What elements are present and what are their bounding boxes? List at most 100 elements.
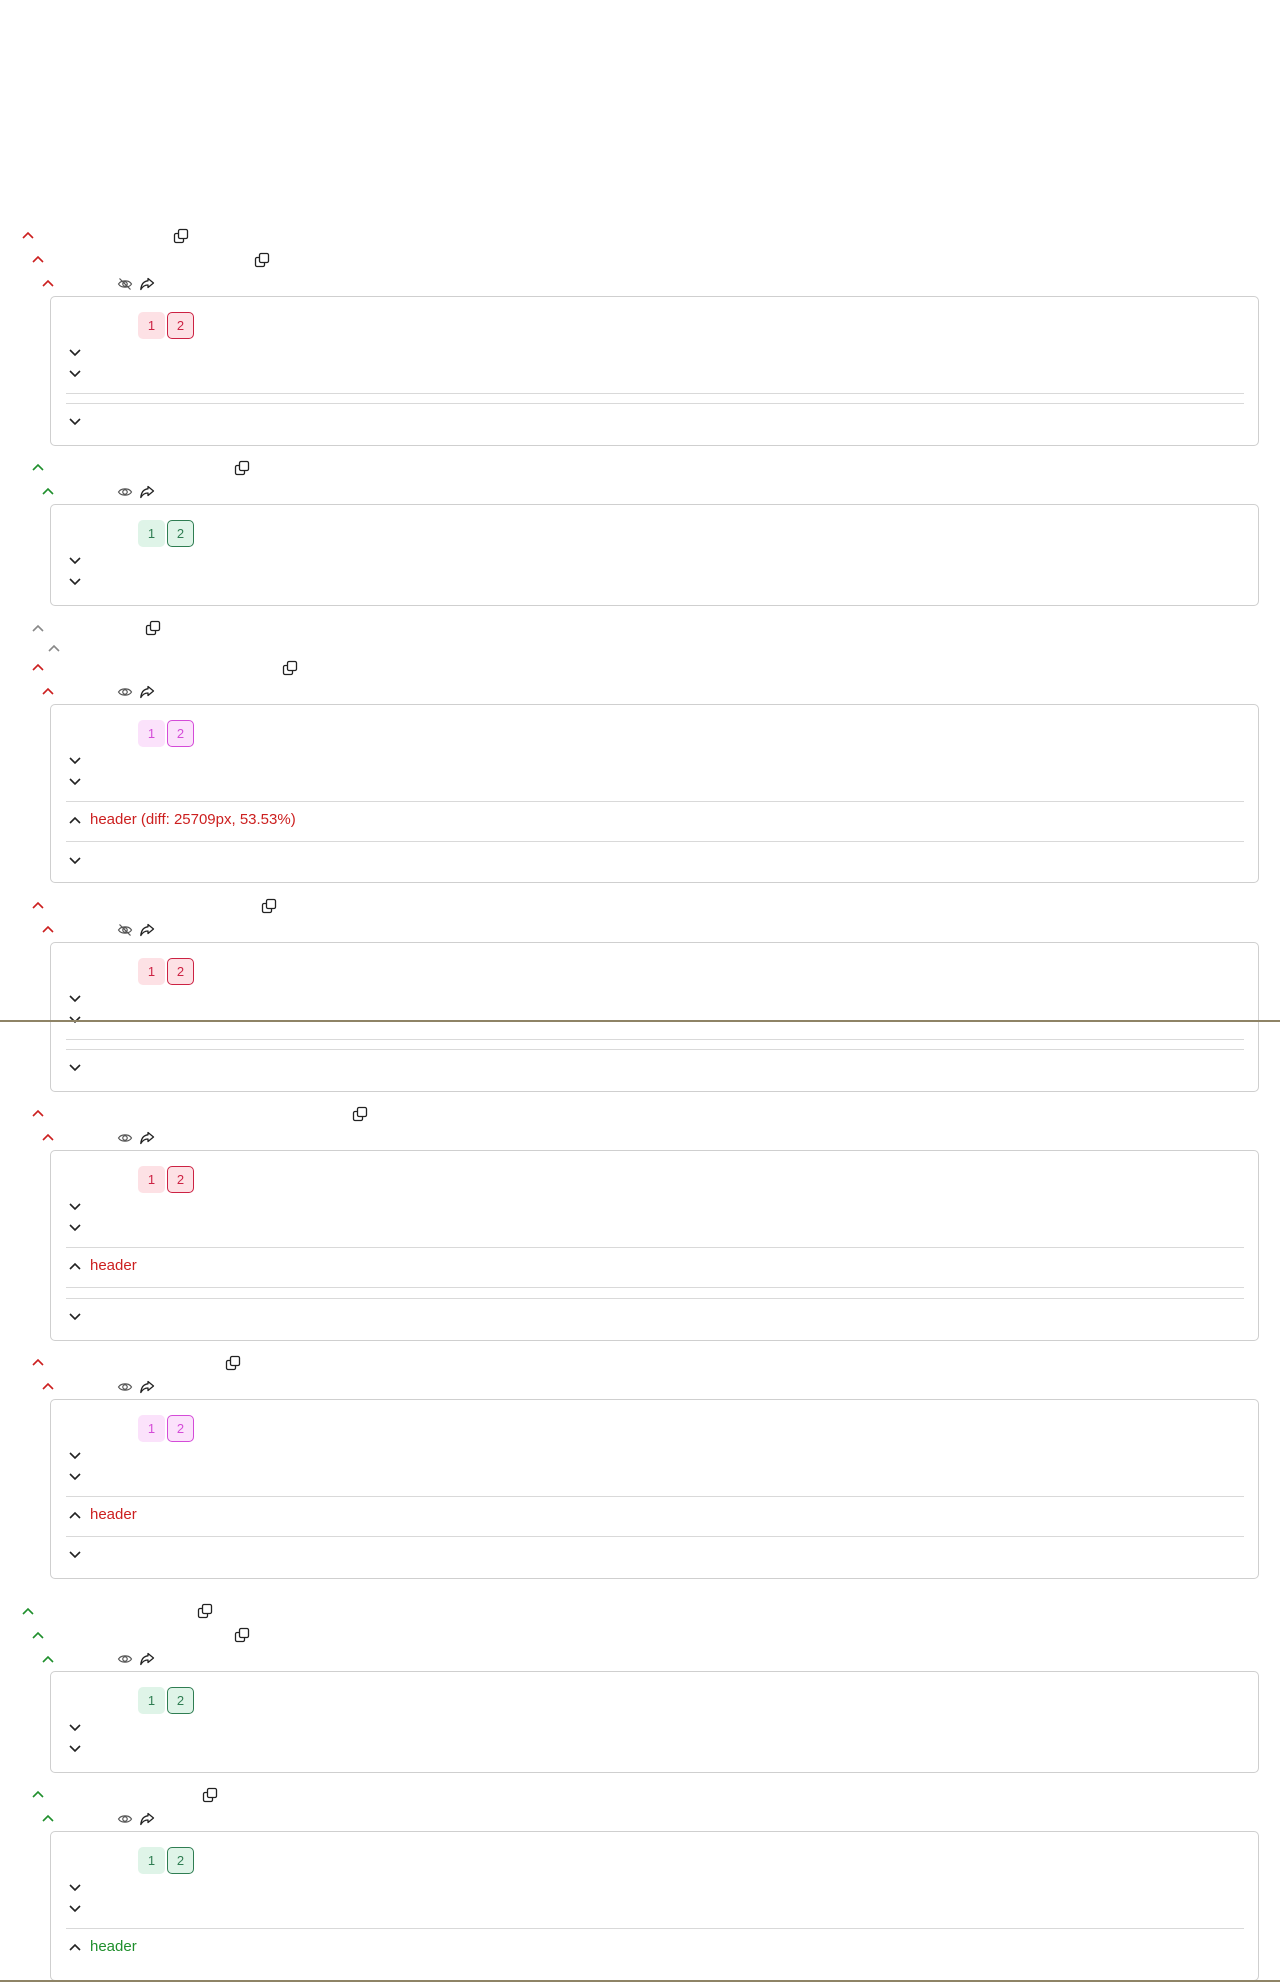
chevron-up-icon[interactable] bbox=[66, 813, 84, 827]
chevron-up-icon[interactable] bbox=[29, 660, 47, 674]
pill-1[interactable]: 1 bbox=[138, 1847, 165, 1874]
pill-1[interactable]: 1 bbox=[138, 958, 165, 985]
divider bbox=[66, 1496, 1244, 1497]
share-icon[interactable] bbox=[139, 1130, 155, 1146]
chevron-up-icon[interactable] bbox=[29, 621, 47, 635]
pill-1[interactable]: 1 bbox=[138, 1687, 165, 1714]
chevron-down-icon[interactable] bbox=[66, 553, 84, 567]
open-external-icon[interactable] bbox=[173, 228, 189, 244]
divider bbox=[66, 403, 1244, 404]
header-label[interactable]: header bbox=[90, 1257, 137, 1274]
chevron-up-icon[interactable] bbox=[19, 1604, 37, 1618]
share-icon[interactable] bbox=[139, 276, 155, 292]
chevron-up-icon[interactable] bbox=[29, 1628, 47, 1642]
pill-1[interactable]: 1 bbox=[138, 1166, 165, 1193]
header-label[interactable]: header bbox=[90, 1938, 137, 1955]
pill-2[interactable]: 2 bbox=[167, 1166, 194, 1193]
result-panel: 1 2 header bbox=[50, 1150, 1259, 1341]
chevron-up-icon[interactable] bbox=[19, 228, 37, 242]
eye-icon[interactable] bbox=[117, 1130, 133, 1146]
chevron-up-icon[interactable] bbox=[39, 1811, 57, 1825]
pill-2[interactable]: 2 bbox=[167, 1687, 194, 1714]
chevron-up-icon[interactable] bbox=[66, 1940, 84, 1954]
open-external-icon[interactable] bbox=[234, 460, 250, 476]
chevron-down-icon[interactable] bbox=[66, 1448, 84, 1462]
chevron-up-icon[interactable] bbox=[39, 1652, 57, 1666]
pill-2[interactable]: 2 bbox=[167, 312, 194, 339]
share-icon[interactable] bbox=[139, 1811, 155, 1827]
chevron-down-icon[interactable] bbox=[66, 1741, 84, 1755]
chevron-up-icon[interactable] bbox=[39, 1379, 57, 1393]
chevron-down-icon[interactable] bbox=[66, 991, 84, 1005]
share-icon[interactable] bbox=[139, 1651, 155, 1667]
chevron-up-icon[interactable] bbox=[39, 1130, 57, 1144]
chevron-down-icon[interactable] bbox=[66, 1199, 84, 1213]
share-icon[interactable] bbox=[139, 684, 155, 700]
chevron-up-icon[interactable] bbox=[39, 684, 57, 698]
pill-1[interactable]: 1 bbox=[138, 1415, 165, 1442]
chevron-down-icon[interactable] bbox=[66, 414, 84, 428]
chevron-up-icon[interactable] bbox=[39, 484, 57, 498]
divider bbox=[66, 1039, 1244, 1040]
chevron-up-icon[interactable] bbox=[29, 1787, 47, 1801]
open-external-icon[interactable] bbox=[352, 1106, 368, 1122]
chevron-down-icon[interactable] bbox=[66, 774, 84, 788]
share-icon[interactable] bbox=[139, 922, 155, 938]
pill-1[interactable]: 1 bbox=[138, 520, 165, 547]
open-external-icon[interactable] bbox=[197, 1603, 213, 1619]
chevron-down-icon[interactable] bbox=[66, 1720, 84, 1734]
chevron-up-icon[interactable] bbox=[45, 641, 63, 655]
chevron-up-icon[interactable] bbox=[29, 1355, 47, 1369]
chevron-down-icon[interactable] bbox=[66, 1901, 84, 1915]
open-external-icon[interactable] bbox=[225, 1355, 241, 1371]
chevron-up-icon[interactable] bbox=[29, 252, 47, 266]
eye-icon[interactable] bbox=[117, 1379, 133, 1395]
pill-2[interactable]: 2 bbox=[167, 720, 194, 747]
share-icon[interactable] bbox=[139, 484, 155, 500]
eye-icon[interactable] bbox=[117, 1651, 133, 1667]
chevron-down-icon[interactable] bbox=[66, 574, 84, 588]
chevron-up-icon[interactable] bbox=[39, 922, 57, 936]
eye-icon[interactable] bbox=[117, 484, 133, 500]
result-panel: 1 2 header bbox=[50, 1831, 1259, 1981]
header-diff-label[interactable]: header (diff: 25709px, 53.53%) bbox=[90, 811, 296, 828]
chevron-down-icon[interactable] bbox=[66, 1880, 84, 1894]
eye-off-icon[interactable] bbox=[117, 276, 133, 292]
chevron-up-icon[interactable] bbox=[29, 460, 47, 474]
header-label[interactable]: header bbox=[90, 1506, 137, 1523]
eye-icon[interactable] bbox=[117, 684, 133, 700]
chevron-down-icon[interactable] bbox=[66, 345, 84, 359]
chevron-up-icon[interactable] bbox=[29, 1106, 47, 1120]
pill-2[interactable]: 2 bbox=[167, 1415, 194, 1442]
chevron-down-icon[interactable] bbox=[66, 1220, 84, 1234]
pill-2[interactable]: 2 bbox=[167, 958, 194, 985]
pill-1[interactable]: 1 bbox=[138, 720, 165, 747]
chevron-up-icon[interactable] bbox=[39, 276, 57, 290]
open-external-icon[interactable] bbox=[202, 1787, 218, 1803]
eye-off-icon[interactable] bbox=[117, 922, 133, 938]
open-external-icon[interactable] bbox=[145, 620, 161, 636]
pill-2[interactable]: 2 bbox=[167, 520, 194, 547]
chevron-down-icon[interactable] bbox=[66, 853, 84, 867]
chevron-down-icon[interactable] bbox=[66, 1060, 84, 1074]
chevron-up-icon[interactable] bbox=[66, 1508, 84, 1522]
pill-2[interactable]: 2 bbox=[167, 1847, 194, 1874]
result-panel: 1 2 bbox=[50, 1671, 1259, 1773]
share-icon[interactable] bbox=[139, 1379, 155, 1395]
chevron-up-icon[interactable] bbox=[66, 1259, 84, 1273]
chevron-down-icon[interactable] bbox=[66, 366, 84, 380]
open-external-icon[interactable] bbox=[282, 660, 298, 676]
chevron-up-icon[interactable] bbox=[29, 898, 47, 912]
open-external-icon[interactable] bbox=[254, 252, 270, 268]
open-external-icon[interactable] bbox=[234, 1627, 250, 1643]
chevron-down-icon[interactable] bbox=[66, 1469, 84, 1483]
result-panel: 1 2 bbox=[50, 504, 1259, 606]
chevron-down-icon[interactable] bbox=[66, 1012, 84, 1026]
open-external-icon[interactable] bbox=[261, 898, 277, 914]
chevron-down-icon[interactable] bbox=[66, 1309, 84, 1323]
chevron-down-icon[interactable] bbox=[66, 1547, 84, 1561]
eye-icon[interactable] bbox=[117, 1811, 133, 1827]
chevron-down-icon[interactable] bbox=[66, 753, 84, 767]
result-panel: 1 2 header bbox=[50, 1399, 1259, 1579]
pill-1[interactable]: 1 bbox=[138, 312, 165, 339]
